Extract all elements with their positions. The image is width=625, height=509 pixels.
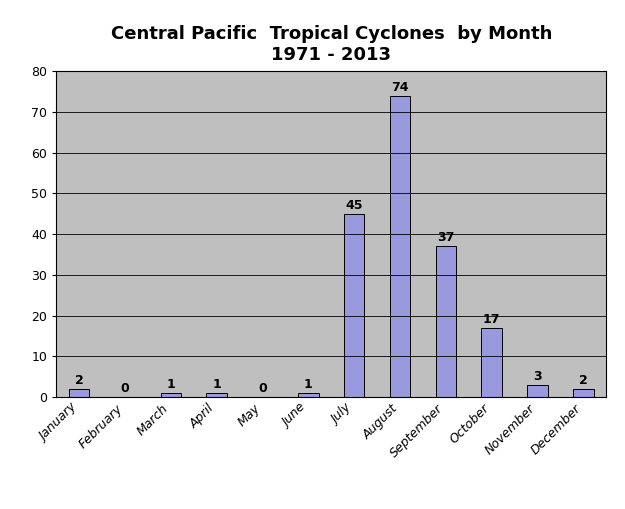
Bar bbox=[573, 389, 594, 397]
Bar bbox=[390, 96, 411, 397]
Text: 0: 0 bbox=[258, 382, 267, 395]
Text: 2: 2 bbox=[579, 374, 587, 387]
Text: 74: 74 bbox=[391, 80, 409, 94]
Text: 1: 1 bbox=[304, 378, 312, 391]
Bar bbox=[298, 393, 319, 397]
Bar bbox=[206, 393, 227, 397]
Text: 37: 37 bbox=[437, 231, 454, 244]
Text: 1: 1 bbox=[213, 378, 221, 391]
Title: Central Pacific  Tropical Cyclones  by Month
1971 - 2013: Central Pacific Tropical Cyclones by Mon… bbox=[111, 25, 552, 64]
Text: 3: 3 bbox=[533, 370, 542, 383]
Bar bbox=[69, 389, 89, 397]
Text: 45: 45 bbox=[346, 199, 363, 212]
Bar bbox=[528, 385, 548, 397]
Bar bbox=[481, 328, 502, 397]
Bar bbox=[436, 246, 456, 397]
Text: 0: 0 bbox=[121, 382, 129, 395]
Text: 17: 17 bbox=[483, 313, 501, 326]
Text: 2: 2 bbox=[75, 374, 84, 387]
Bar bbox=[161, 393, 181, 397]
Text: 1: 1 bbox=[166, 378, 175, 391]
Bar bbox=[344, 214, 364, 397]
